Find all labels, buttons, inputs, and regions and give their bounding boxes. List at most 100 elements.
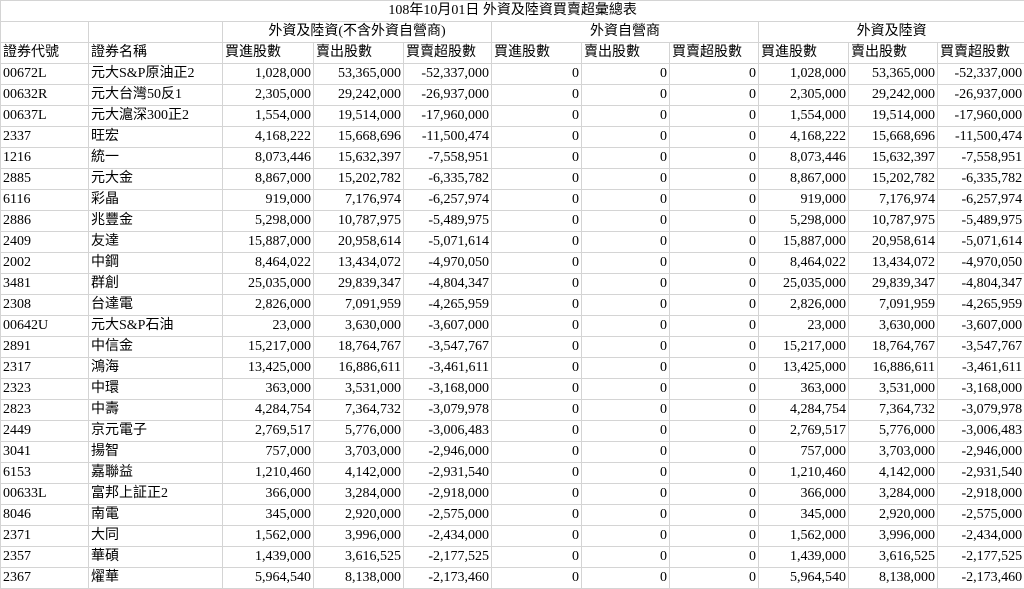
value-cell[interactable]: -2,177,525	[403, 546, 492, 568]
value-cell[interactable]: 0	[491, 420, 582, 442]
value-cell[interactable]: 16,886,611	[848, 357, 938, 379]
stock-code-cell[interactable]: 2891	[0, 336, 89, 358]
value-cell[interactable]: 0	[669, 126, 759, 148]
value-cell[interactable]: 3,703,000	[313, 441, 404, 463]
value-cell[interactable]: 3,531,000	[313, 378, 404, 400]
value-cell[interactable]: -2,918,000	[936, 483, 1024, 505]
value-cell[interactable]: 0	[491, 231, 582, 253]
value-cell[interactable]: -3,461,611	[936, 357, 1024, 379]
value-cell[interactable]: 0	[581, 504, 670, 526]
value-cell[interactable]: 4,142,000	[848, 462, 938, 484]
value-cell[interactable]: -5,071,614	[936, 231, 1024, 253]
value-cell[interactable]: 15,217,000	[222, 336, 314, 358]
column-header[interactable]: 證券名稱	[88, 42, 223, 64]
value-cell[interactable]: -2,434,000	[936, 525, 1024, 547]
column-header[interactable]: 賣出股數	[848, 42, 938, 64]
value-cell[interactable]: 5,776,000	[313, 420, 404, 442]
value-cell[interactable]: -2,931,540	[936, 462, 1024, 484]
value-cell[interactable]: 8,867,000	[758, 168, 849, 190]
stock-name-cell[interactable]: 中鋼	[88, 252, 223, 274]
stock-code-cell[interactable]: 2337	[0, 126, 89, 148]
stock-name-cell[interactable]: 旺宏	[88, 126, 223, 148]
table-row[interactable]: 2891 中信金 15,217,000 18,764,767 -3,547,767 0 0 0…	[0, 336, 1024, 358]
stock-name-cell[interactable]: 元大金	[88, 168, 223, 190]
value-cell[interactable]: 0	[669, 399, 759, 421]
stock-name-cell[interactable]: 彩晶	[88, 189, 223, 211]
table-row[interactable]: 8046 南電 345,000 2,920,000 -2,575,000 0 0 0 345,0…	[0, 504, 1024, 526]
value-cell[interactable]: 0	[491, 504, 582, 526]
value-cell[interactable]: 15,202,782	[313, 168, 404, 190]
value-cell[interactable]: -3,168,000	[936, 378, 1024, 400]
column-header[interactable]: 買進股數	[758, 42, 849, 64]
value-cell[interactable]: 0	[581, 357, 670, 379]
value-cell[interactable]: -4,970,050	[403, 252, 492, 274]
value-cell[interactable]: 8,073,446	[758, 147, 849, 169]
value-cell[interactable]: 1,439,000	[758, 546, 849, 568]
value-cell[interactable]: 0	[669, 294, 759, 316]
value-cell[interactable]: 0	[581, 189, 670, 211]
value-cell[interactable]: 366,000	[222, 483, 314, 505]
value-cell[interactable]: 0	[581, 168, 670, 190]
value-cell[interactable]: 0	[669, 546, 759, 568]
value-cell[interactable]: 0	[669, 273, 759, 295]
value-cell[interactable]: 919,000	[758, 189, 849, 211]
value-cell[interactable]: 0	[491, 567, 582, 589]
table-row[interactable]: 2308 台達電 2,826,000 7,091,959 -4,265,959 0 0 0 2,…	[0, 294, 1024, 316]
value-cell[interactable]: 0	[491, 294, 582, 316]
table-row[interactable]: 2367 燿華 5,964,540 8,138,000 -2,173,460 0 0 0 5,9…	[0, 567, 1024, 589]
value-cell[interactable]: 4,142,000	[313, 462, 404, 484]
value-cell[interactable]: -3,168,000	[403, 378, 492, 400]
stock-code-cell[interactable]: 2357	[0, 546, 89, 568]
value-cell[interactable]: 3,630,000	[848, 315, 938, 337]
value-cell[interactable]: 13,434,072	[848, 252, 938, 274]
table-row[interactable]: 2337 旺宏 4,168,222 15,668,696 -11,500,474 0 0 0 4…	[0, 126, 1024, 148]
value-cell[interactable]: -3,079,978	[936, 399, 1024, 421]
table-row[interactable]: 3481 群創 25,035,000 29,839,347 -4,804,347 0 0 0 2…	[0, 273, 1024, 295]
value-cell[interactable]: 5,964,540	[222, 567, 314, 589]
value-cell[interactable]: 25,035,000	[758, 273, 849, 295]
value-cell[interactable]: 20,958,614	[313, 231, 404, 253]
value-cell[interactable]: 3,616,525	[313, 546, 404, 568]
value-cell[interactable]: 16,886,611	[313, 357, 404, 379]
value-cell[interactable]: 2,769,517	[222, 420, 314, 442]
value-cell[interactable]: -2,434,000	[403, 525, 492, 547]
value-cell[interactable]: 0	[581, 126, 670, 148]
value-cell[interactable]: 1,439,000	[222, 546, 314, 568]
value-cell[interactable]: 23,000	[758, 315, 849, 337]
value-cell[interactable]: 0	[669, 420, 759, 442]
value-cell[interactable]: 0	[491, 168, 582, 190]
value-cell[interactable]: 18,764,767	[848, 336, 938, 358]
stock-name-cell[interactable]: 中壽	[88, 399, 223, 421]
value-cell[interactable]: 8,464,022	[758, 252, 849, 274]
table-row[interactable]: 00637L 元大滬深300正2 1,554,000 19,514,000 -17,96…	[0, 105, 1024, 127]
stock-code-cell[interactable]: 1216	[0, 147, 89, 169]
value-cell[interactable]: -17,960,000	[936, 105, 1024, 127]
value-cell[interactable]: 757,000	[758, 441, 849, 463]
stock-name-cell[interactable]: 大同	[88, 525, 223, 547]
value-cell[interactable]: 0	[669, 336, 759, 358]
column-header[interactable]: 買賣超股數	[936, 42, 1024, 64]
value-cell[interactable]: -4,265,959	[403, 294, 492, 316]
value-cell[interactable]: -4,804,347	[403, 273, 492, 295]
value-cell[interactable]: -5,489,975	[403, 210, 492, 232]
column-header[interactable]: 證券代號	[0, 42, 89, 64]
value-cell[interactable]: 0	[581, 210, 670, 232]
value-cell[interactable]: 7,176,974	[848, 189, 938, 211]
value-cell[interactable]: 0	[669, 189, 759, 211]
stock-name-cell[interactable]: 南電	[88, 504, 223, 526]
value-cell[interactable]: 20,958,614	[848, 231, 938, 253]
value-cell[interactable]: 366,000	[758, 483, 849, 505]
value-cell[interactable]: 5,964,540	[758, 567, 849, 589]
value-cell[interactable]: 15,887,000	[758, 231, 849, 253]
value-cell[interactable]: -3,079,978	[403, 399, 492, 421]
stock-name-cell[interactable]: 嘉聯益	[88, 462, 223, 484]
value-cell[interactable]: 0	[669, 357, 759, 379]
value-cell[interactable]: 0	[491, 336, 582, 358]
value-cell[interactable]: 3,284,000	[848, 483, 938, 505]
value-cell[interactable]: 15,668,696	[848, 126, 938, 148]
value-cell[interactable]: -2,946,000	[936, 441, 1024, 463]
value-cell[interactable]: -2,575,000	[403, 504, 492, 526]
value-cell[interactable]: 19,514,000	[848, 105, 938, 127]
value-cell[interactable]: 0	[491, 189, 582, 211]
value-cell[interactable]: 0	[491, 441, 582, 463]
